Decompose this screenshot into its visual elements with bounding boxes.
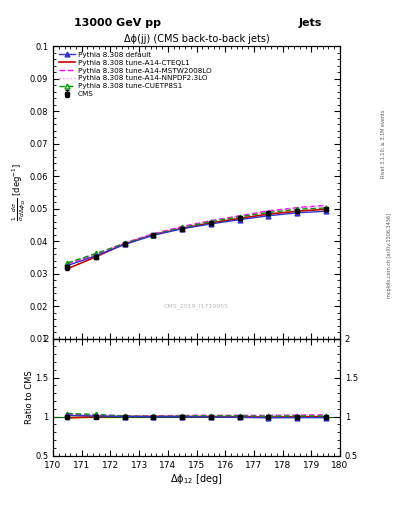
Pythia 8.308 tune-CUETP8S1 — [151, 231, 156, 238]
Pythia 8.308 tune-A14-NNPDF2.3LO — [266, 208, 270, 215]
Pythia 8.308 tune-A14-NNPDF2.3LO — [180, 224, 184, 230]
Pythia 8.308 tune-CUETP8S1 — [209, 219, 213, 225]
Pythia 8.308 default — [180, 226, 184, 232]
Line: Pythia 8.308 tune-A14-MSTW2008LO: Pythia 8.308 tune-A14-MSTW2008LO — [68, 205, 326, 264]
Pythia 8.308 tune-A14-NNPDF2.3LO — [323, 203, 328, 209]
Pythia 8.308 default — [295, 210, 299, 216]
Pythia 8.308 tune-A14-CTEQL1 — [180, 225, 184, 231]
Pythia 8.308 default — [94, 253, 98, 259]
Pythia 8.308 tune-A14-CTEQL1 — [65, 266, 70, 272]
Pythia 8.308 tune-CUETP8S1 — [266, 209, 270, 216]
Pythia 8.308 tune-A14-NNPDF2.3LO — [209, 218, 213, 224]
Pythia 8.308 default — [237, 217, 242, 223]
Pythia 8.308 tune-CUETP8S1 — [237, 214, 242, 220]
Pythia 8.308 tune-A14-MSTW2008LO — [323, 202, 328, 208]
Pythia 8.308 tune-A14-CTEQL1 — [151, 231, 156, 238]
Pythia 8.308 default — [266, 212, 270, 219]
Line: Pythia 8.308 tune-CUETP8S1: Pythia 8.308 tune-CUETP8S1 — [65, 205, 328, 265]
Pythia 8.308 tune-A14-MSTW2008LO — [295, 205, 299, 211]
Pythia 8.308 tune-CUETP8S1 — [65, 260, 70, 266]
Text: Rivet 3.1.10; ≥ 3.1M events: Rivet 3.1.10; ≥ 3.1M events — [381, 109, 386, 178]
Pythia 8.308 tune-A14-CTEQL1 — [94, 253, 98, 260]
Pythia 8.308 default — [209, 221, 213, 227]
Pythia 8.308 tune-A14-NNPDF2.3LO — [94, 251, 98, 257]
X-axis label: Δϕ$_{12}$ [deg]: Δϕ$_{12}$ [deg] — [170, 472, 223, 486]
Legend: Pythia 8.308 default, Pythia 8.308 tune-A14-CTEQL1, Pythia 8.308 tune-A14-MSTW20: Pythia 8.308 default, Pythia 8.308 tune-… — [57, 50, 213, 99]
Pythia 8.308 tune-A14-MSTW2008LO — [209, 218, 213, 224]
Pythia 8.308 tune-CUETP8S1 — [323, 205, 328, 211]
Pythia 8.308 tune-A14-CTEQL1 — [209, 220, 213, 226]
Pythia 8.308 default — [65, 263, 70, 269]
Text: 13000 GeV pp: 13000 GeV pp — [74, 18, 162, 28]
Pythia 8.308 tune-A14-MSTW2008LO — [94, 252, 98, 258]
Pythia 8.308 tune-A14-MSTW2008LO — [266, 208, 270, 214]
Y-axis label: Ratio to CMS: Ratio to CMS — [25, 370, 34, 424]
Pythia 8.308 tune-A14-CTEQL1 — [123, 241, 127, 247]
Text: CMS_2019_I1719955: CMS_2019_I1719955 — [164, 304, 229, 309]
Text: mcplots.cern.ch [arXiv:1306.3436]: mcplots.cern.ch [arXiv:1306.3436] — [387, 214, 391, 298]
Line: Pythia 8.308 tune-A14-CTEQL1: Pythia 8.308 tune-A14-CTEQL1 — [68, 209, 326, 269]
Pythia 8.308 tune-A14-MSTW2008LO — [65, 261, 70, 267]
Y-axis label: $\frac{1}{\sigma}\frac{d\sigma}{d\Delta\phi_{12}}$ [deg$^{-1}$]: $\frac{1}{\sigma}\frac{d\sigma}{d\Delta\… — [11, 163, 28, 221]
Pythia 8.308 tune-A14-CTEQL1 — [266, 211, 270, 217]
Pythia 8.308 tune-A14-MSTW2008LO — [237, 212, 242, 219]
Pythia 8.308 tune-A14-CTEQL1 — [237, 216, 242, 222]
Pythia 8.308 default — [123, 241, 127, 247]
Line: Pythia 8.308 tune-A14-NNPDF2.3LO: Pythia 8.308 tune-A14-NNPDF2.3LO — [68, 206, 326, 263]
Text: Jets: Jets — [299, 18, 322, 28]
Pythia 8.308 tune-CUETP8S1 — [180, 224, 184, 230]
Pythia 8.308 tune-A14-CTEQL1 — [323, 206, 328, 212]
Pythia 8.308 tune-A14-CTEQL1 — [295, 208, 299, 215]
Pythia 8.308 tune-A14-NNPDF2.3LO — [123, 240, 127, 246]
Pythia 8.308 tune-A14-NNPDF2.3LO — [295, 205, 299, 211]
Pythia 8.308 default — [151, 232, 156, 239]
Pythia 8.308 tune-A14-MSTW2008LO — [151, 230, 156, 237]
Line: Pythia 8.308 default: Pythia 8.308 default — [65, 209, 328, 268]
Pythia 8.308 tune-CUETP8S1 — [123, 240, 127, 246]
Pythia 8.308 default — [323, 208, 328, 215]
Pythia 8.308 tune-A14-NNPDF2.3LO — [151, 231, 156, 238]
Pythia 8.308 tune-CUETP8S1 — [295, 206, 299, 212]
Pythia 8.308 tune-A14-MSTW2008LO — [123, 240, 127, 246]
Title: Δϕ(jj) (CMS back-to-back jets): Δϕ(jj) (CMS back-to-back jets) — [124, 34, 269, 44]
Pythia 8.308 tune-A14-NNPDF2.3LO — [237, 214, 242, 220]
Pythia 8.308 tune-CUETP8S1 — [94, 250, 98, 257]
Pythia 8.308 tune-A14-NNPDF2.3LO — [65, 260, 70, 266]
Pythia 8.308 tune-A14-MSTW2008LO — [180, 223, 184, 229]
